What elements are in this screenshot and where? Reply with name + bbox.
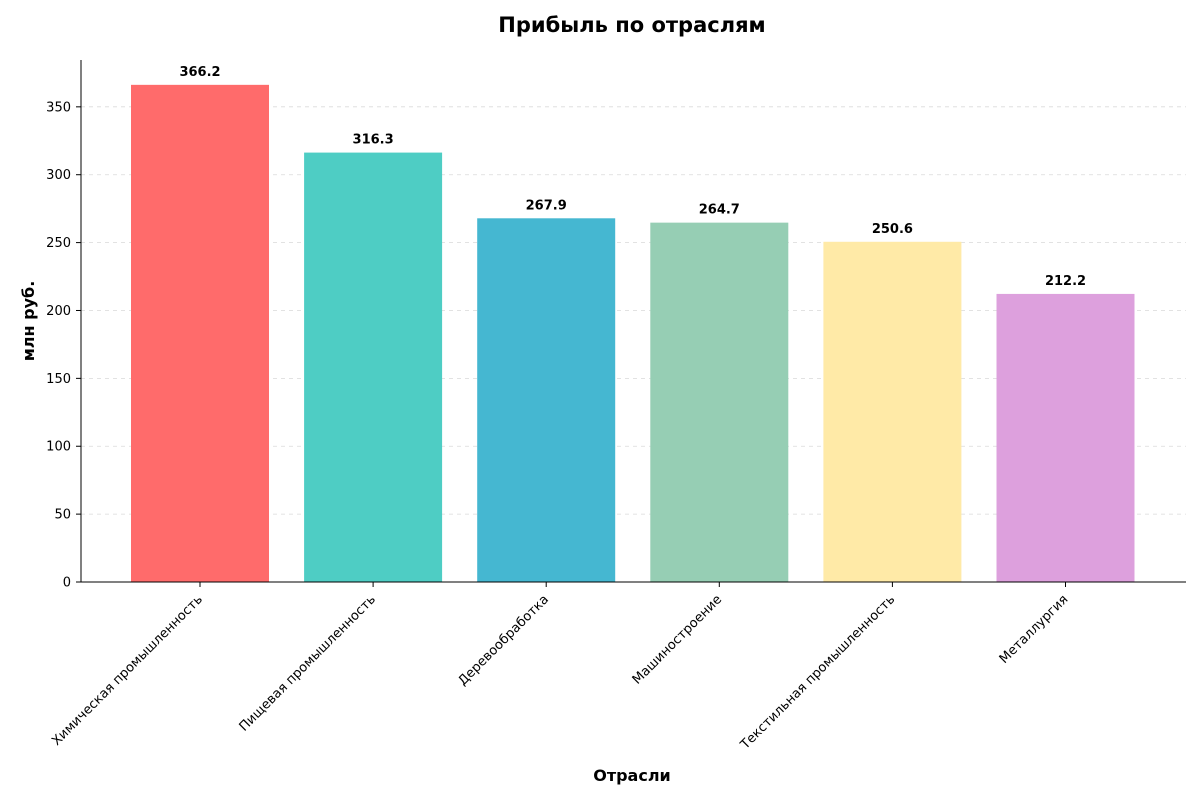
x-tick-label: Деревообработка (455, 592, 552, 689)
x-ticks: Химическая промышленностьПищевая промышл… (49, 582, 1071, 753)
bar (477, 218, 615, 582)
bar (823, 242, 961, 582)
bar-value-label: 316.3 (353, 133, 394, 148)
y-ticks: 0 50 100 150 200 250 300 350 (46, 100, 81, 590)
x-axis-label: Отрасли (593, 766, 671, 785)
x-tick-label: Химическая промышленность (49, 592, 206, 749)
x-tick-label: Текстильная промышленность (737, 592, 898, 753)
y-tick-label: 100 (46, 440, 71, 455)
bar (131, 85, 269, 582)
y-tick-label: 300 (46, 168, 71, 183)
bar (650, 223, 788, 582)
y-tick-label: 0 (63, 576, 71, 591)
bar-value-label: 250.6 (872, 222, 913, 237)
y-tick-label: 350 (46, 100, 71, 115)
y-tick-label: 250 (46, 236, 71, 251)
bar-value-label: 264.7 (699, 203, 740, 218)
bar-value-label: 212.2 (1045, 274, 1086, 289)
y-tick-label: 200 (46, 304, 71, 319)
bar (304, 153, 442, 582)
x-tick-label: Металлургия (997, 592, 1072, 667)
bar-value-label: 366.2 (179, 65, 220, 80)
x-tick-label: Пищевая промышленность (237, 592, 379, 734)
bar (997, 294, 1135, 582)
y-tick-label: 150 (46, 372, 71, 387)
x-tick-label: Машиностроение (630, 592, 725, 687)
y-tick-label: 50 (54, 508, 71, 523)
y-axis-label: млн руб. (19, 281, 38, 362)
bar-value-label: 267.9 (526, 198, 567, 213)
chart-title: Прибыль по отраслям (498, 13, 765, 37)
bars (131, 85, 1135, 582)
